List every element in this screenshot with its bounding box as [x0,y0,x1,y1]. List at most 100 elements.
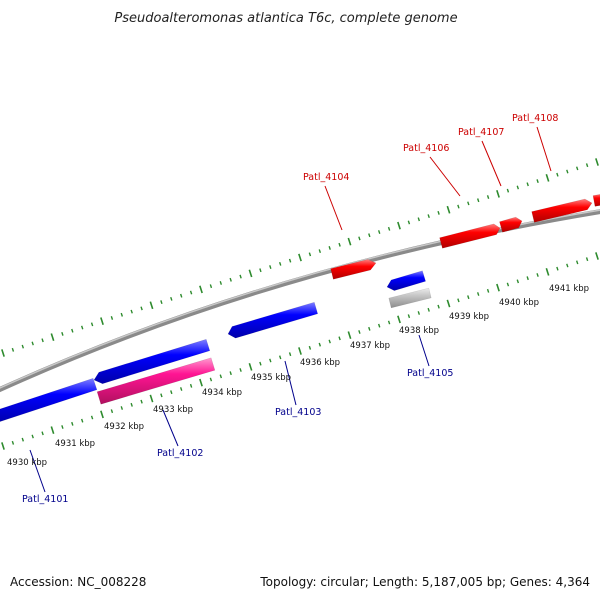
outer-tick [437,211,440,215]
outer-tick [318,249,322,254]
gene-label-patl-4103[interactable]: Patl_4103 [275,407,321,418]
inner-tick [170,390,173,395]
outer-tick [189,290,193,295]
outer-tick [71,328,74,333]
outer-tick [585,163,589,168]
outer-tick [446,205,451,214]
outer-tick [90,322,94,327]
gene-label-patl-4106[interactable]: Patl_4106 [403,143,449,154]
outer-tick [407,220,411,225]
accession-text: Accession: NC_008228 [10,575,146,589]
inner-tick [476,292,480,296]
outer-tick [338,242,341,247]
inner-tick [417,311,421,315]
kbp-label-4939: 4939 kbp [449,312,489,322]
kbp-label-4936: 4936 kbp [300,358,340,368]
outer-tick [516,185,520,190]
inner-tick [239,368,242,372]
inner-tick [80,418,84,423]
gene-label-patl-4101[interactable]: Patl_4101 [22,494,68,505]
kbp-label-4937: 4937 kbp [350,341,390,351]
outer-tick [140,306,143,311]
gene-patl-4104[interactable] [330,259,377,280]
map-title: Pseudoalteromonas atlantica T6c, complet… [114,11,457,26]
gene-gray[interactable] [388,287,432,309]
inner-tick [446,299,451,308]
outer-tick [100,317,104,326]
outer-tick [239,274,242,279]
outer-tick [368,233,371,238]
gene-label-patl-4107[interactable]: Patl_4107 [458,127,504,138]
outer-tick [397,221,401,230]
inner-tick [179,387,183,391]
inner-tick [61,425,64,429]
outer-tick [170,296,173,301]
inner-tick [358,330,361,334]
inner-tick [516,279,520,284]
kbp-label-4941: 4941 kbp [549,284,589,294]
gene-pink[interactable] [96,357,216,405]
inner-tick [120,406,124,410]
inner-tick [526,276,529,281]
gene-label-patl-4102[interactable]: Patl_4102 [157,448,203,459]
gene-label-patl-4105[interactable]: Patl_4105 [407,368,453,379]
inner-tick [149,394,154,403]
inner-tick [506,282,510,287]
outer-tick [248,269,253,278]
inner-tick [189,383,193,388]
leader-patl-4104 [324,185,343,231]
inner-tick [219,374,223,379]
gene-label-patl-4104[interactable]: Patl_4104 [303,172,349,183]
inner-tick [328,339,331,344]
outer-tick [328,246,331,250]
kbp-label-4934: 4934 kbp [202,388,242,398]
outer-tick [50,333,55,341]
gene-label-patl-4108[interactable]: Patl_4108 [512,113,558,124]
outer-tick [1,349,5,357]
outer-tick [120,312,124,317]
gene-patl-4102[interactable] [93,338,211,384]
outer-tick [259,268,262,273]
inner-tick [397,315,401,324]
outer-tick [199,285,203,294]
gene-patl-4108[interactable] [531,198,593,223]
gene-patl-4107[interactable] [499,216,523,233]
outer-tick [545,174,550,182]
gene-patl-4105[interactable] [386,270,426,291]
inner-tick [347,331,352,340]
outer-tick [149,301,154,310]
outer-tick [229,277,232,282]
gene-patl-4103[interactable] [227,301,319,339]
inner-tick [377,323,381,328]
outer-tick [427,214,430,219]
inner-tick [31,434,34,439]
kbp-scale-labels: 4930 kbp 4931 kbp 4932 kbp 4933 kbp 4934… [7,284,589,468]
outer-tick [31,341,34,346]
inner-tick [457,298,460,303]
outer-tick [575,166,579,171]
inner-tick [110,409,114,414]
outer-tick [288,258,292,263]
gene-patl-4101[interactable] [0,377,98,423]
gene-patl-4109-partial[interactable] [592,194,600,207]
inner-tick [71,421,74,426]
inner-tick [387,320,391,325]
outer-tick [536,179,539,184]
outer-tick [358,236,361,241]
inner-tick [575,260,579,265]
gene-patl-4106[interactable] [439,223,501,249]
leader-patl-4108 [536,126,552,172]
kbp-label-4931: 4931 kbp [55,439,95,449]
inner-tick [595,252,599,260]
inner-tick [496,283,500,292]
outer-tick [506,188,510,193]
inner-tick [585,257,589,262]
inner-tick [486,288,490,293]
outer-tick [377,230,381,234]
inner-tick [318,342,322,347]
label-leader-lines [29,126,552,493]
inner-tick [1,442,5,450]
inner-tick [21,437,25,442]
